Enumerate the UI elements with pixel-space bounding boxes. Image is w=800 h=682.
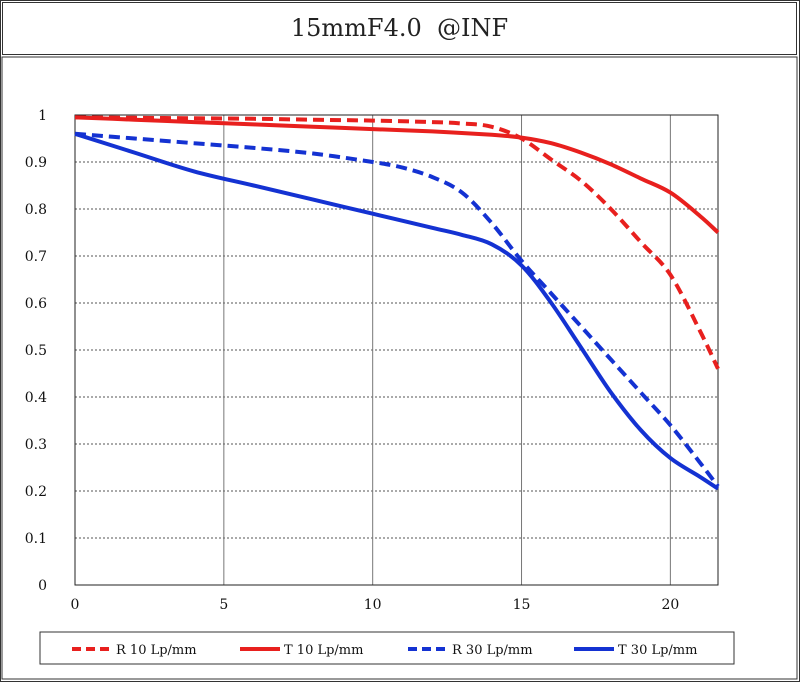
y-tick-label: 0	[38, 578, 47, 594]
x-tick-label: 5	[219, 597, 228, 613]
plot-area	[74, 114, 719, 586]
x-tick-label: 15	[513, 597, 531, 613]
chart-title: 15mmF4.0 @INF	[290, 14, 509, 42]
legend-label: R 10 Lp/mm	[116, 643, 197, 658]
y-tick-label: 0.1	[25, 531, 47, 547]
y-tick-label: 0.5	[25, 343, 47, 359]
legend-label: R 30 Lp/mm	[452, 643, 533, 658]
x-tick-label: 20	[661, 597, 679, 613]
y-tick-label: 1	[38, 108, 47, 124]
legend-label: T 30 Lp/mm	[618, 643, 697, 658]
y-tick-label: 0.4	[25, 390, 47, 406]
y-tick-label: 0.2	[25, 484, 47, 500]
grid	[75, 115, 718, 585]
series-line-t-10-lp-mm	[74, 115, 720, 234]
series-line-r-30-lp-mm	[74, 131, 720, 488]
x-tick-label: 0	[71, 597, 80, 613]
y-tick-label: 0.6	[25, 296, 47, 312]
legend-label: T 10 Lp/mm	[284, 643, 363, 658]
y-tick-label: 0.3	[25, 437, 47, 453]
y-tick-label: 0.9	[25, 155, 47, 171]
x-axis-ticks: 0 5 10 15 20	[71, 597, 680, 613]
title-box: 15mmF4.0 @INF	[2, 2, 797, 55]
x-tick-label: 10	[364, 597, 382, 613]
y-axis-ticks: 0 0.1 0.2 0.3 0.4 0.5 0.6 0.7 0.8 0.9 1	[25, 108, 47, 594]
chart-panel	[1, 56, 798, 680]
y-tick-label: 0.8	[25, 202, 47, 218]
series-lines	[74, 115, 720, 491]
y-tick-label: 0.7	[25, 249, 47, 265]
legend-box	[39, 631, 735, 665]
series-line-t-30-lp-mm	[74, 131, 720, 491]
legend: R 10 Lp/mm T 10 Lp/mm R 30 Lp/mm T 30 Lp/mm	[39, 631, 735, 665]
series-line-r-10-lp-mm	[74, 115, 720, 370]
